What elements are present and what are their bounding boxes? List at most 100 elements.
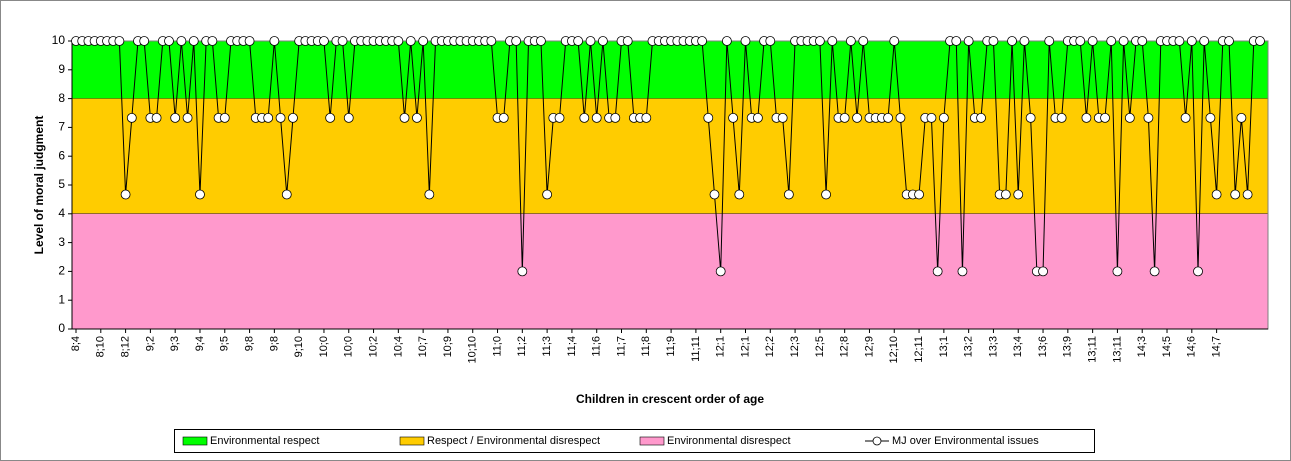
data-point: [827, 36, 838, 46]
x-tick-label: 8;10: [95, 336, 107, 357]
data-point: [151, 112, 162, 123]
data-point: [697, 36, 707, 46]
data-point: [542, 189, 553, 200]
data-point: [852, 112, 862, 123]
data-point: [1255, 36, 1265, 46]
data-point: [1199, 36, 1210, 46]
data-point: [1186, 36, 1197, 46]
data-point: [610, 112, 621, 123]
data-point: [1112, 266, 1123, 277]
x-tick-label: 9;8: [268, 336, 280, 351]
data-point: [263, 112, 274, 123]
data-point: [573, 36, 584, 46]
data-point: [1019, 36, 1030, 46]
band: [72, 41, 1268, 99]
x-tick-label: 12;5: [814, 336, 826, 357]
y-tick-label: 6: [58, 148, 65, 162]
data-point: [839, 112, 850, 123]
data-point: [963, 36, 974, 46]
data-point: [288, 112, 298, 123]
data-point: [889, 36, 900, 46]
x-tick-label: 14;7: [1211, 336, 1223, 357]
legend-label: Environmental respect: [210, 435, 319, 447]
data-point: [418, 36, 429, 46]
data-point: [721, 36, 732, 46]
data-point: [281, 189, 292, 200]
y-tick-label: 1: [58, 292, 65, 306]
data-point: [845, 36, 856, 46]
data-point: [536, 36, 546, 46]
x-tick-label: 9;10: [293, 336, 305, 357]
data-point: [951, 36, 962, 46]
x-tick-label: 11;11: [690, 336, 702, 362]
data-point: [976, 112, 986, 123]
data-point: [752, 112, 763, 123]
x-tick-label: 9;3: [169, 336, 181, 351]
data-point: [1118, 36, 1129, 46]
data-point: [814, 36, 825, 46]
data-point: [1038, 266, 1048, 277]
data-point: [598, 36, 608, 46]
data-point: [783, 189, 794, 200]
x-tick-label: 13;9: [1062, 336, 1074, 357]
x-tick-label: 11;8: [640, 336, 652, 357]
data-point: [244, 36, 255, 46]
x-tick-label: 12;11: [913, 336, 925, 363]
data-point: [139, 36, 150, 46]
data-point: [895, 112, 906, 123]
data-point: [1180, 112, 1191, 123]
data-point: [622, 36, 633, 46]
x-tick-label: 11;6: [591, 336, 603, 357]
legend-swatch: [399, 436, 425, 446]
legend-marker: [872, 436, 882, 446]
data-point: [170, 112, 181, 123]
data-point: [1211, 189, 1222, 200]
data-point: [728, 112, 738, 123]
y-tick-label: 8: [58, 91, 65, 105]
x-tick-label: 9;5: [219, 336, 231, 351]
data-point: [486, 36, 497, 46]
data-point: [219, 112, 230, 123]
data-point: [703, 112, 714, 123]
x-tick-label: 13;4: [1012, 336, 1024, 357]
data-point: [926, 112, 937, 123]
x-tick-label: 13;11: [1087, 336, 1099, 363]
data-point: [554, 112, 565, 123]
data-point: [207, 36, 218, 46]
band: [72, 213, 1268, 329]
x-tick-label: 13;6: [1037, 336, 1049, 357]
data-point: [498, 112, 509, 123]
x-tick-label: 11;7: [615, 336, 627, 357]
y-tick-label: 10: [52, 33, 66, 47]
data-point: [126, 112, 137, 123]
data-point: [1205, 112, 1216, 123]
x-tick-label: 12;1: [739, 336, 751, 357]
x-tick-label: 8;12: [119, 336, 131, 357]
data-point: [337, 36, 348, 46]
x-tick-label: 12;2: [764, 336, 776, 357]
data-point: [325, 112, 336, 123]
x-tick-label: 12;8: [839, 336, 851, 357]
data-point: [1075, 36, 1086, 46]
data-point: [591, 112, 602, 123]
data-point: [765, 36, 776, 46]
data-point: [1044, 36, 1055, 46]
y-tick-label: 5: [58, 177, 65, 191]
x-tick-label: 12;1: [715, 336, 727, 357]
x-tick-label: 11;2: [516, 336, 528, 357]
x-tick-label: 14;6: [1186, 336, 1198, 357]
data-point: [709, 189, 720, 200]
data-point: [1100, 112, 1110, 123]
data-point: [734, 189, 745, 200]
data-point: [858, 36, 869, 46]
data-point: [412, 112, 422, 123]
data-point: [176, 36, 187, 46]
data-point: [1230, 189, 1241, 200]
y-tick-label: 2: [58, 264, 65, 278]
data-point: [1106, 36, 1117, 46]
data-point: [1000, 189, 1011, 200]
data-point: [1143, 112, 1154, 123]
data-point: [405, 36, 416, 46]
x-tick-label: 10;0: [343, 336, 355, 357]
